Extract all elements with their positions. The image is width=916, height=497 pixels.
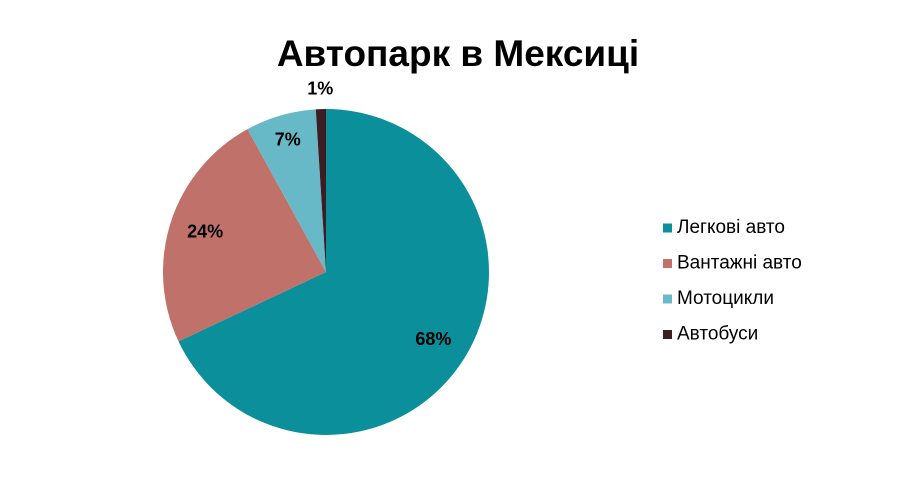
legend-label: Вантажні авто: [677, 253, 802, 274]
value-label: 24%: [187, 221, 223, 241]
legend-label: Легкові авто: [677, 217, 785, 238]
pie-slice: [178, 109, 489, 436]
legend-marker: [663, 330, 672, 339]
value-label: 68%: [415, 329, 451, 349]
chart-title: Автопарк в Мексиці: [277, 33, 639, 74]
legend-marker: [663, 294, 672, 304]
pie-slice: [315, 109, 326, 272]
legend-label: Мотоцикли: [677, 288, 774, 309]
pie-slice: [163, 129, 326, 342]
legend-marker: [663, 223, 672, 233]
value-label: 7%: [275, 129, 301, 149]
legend-label: Автобуси: [677, 324, 758, 345]
value-label: 1%: [307, 78, 333, 98]
legend-marker: [663, 259, 672, 268]
pie-slice: [247, 109, 326, 272]
